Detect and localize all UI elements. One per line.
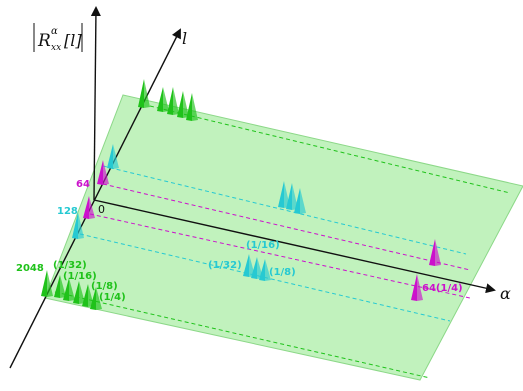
y-label-base: R bbox=[37, 31, 51, 51]
vertical-axis-label: R α xx [l] bbox=[33, 23, 83, 53]
green-spike-top-5 bbox=[186, 93, 198, 121]
y-label-argument: [l] bbox=[64, 31, 82, 50]
alpha-axis bbox=[93, 199, 496, 294]
alpha-axis-label: α bbox=[500, 284, 511, 303]
green-spike-bottom-2 bbox=[54, 275, 66, 298]
green-dashed-line-top bbox=[149, 105, 511, 194]
green-spike-bottom-6 bbox=[90, 287, 102, 310]
green-label-1-4: (1/4) bbox=[99, 292, 126, 303]
y-label-subscript: xx bbox=[51, 43, 61, 53]
magenta-label-64: 64 bbox=[76, 179, 90, 190]
cyan-label-128: 128 bbox=[57, 206, 78, 217]
cyan-label-1-32: (1/32) bbox=[208, 260, 242, 271]
cyan-spike-upper-1 bbox=[107, 144, 119, 169]
axes bbox=[9, 6, 496, 369]
magenta-spike-upper-1 bbox=[97, 160, 109, 185]
spectral-spikes bbox=[41, 79, 441, 310]
magenta-label-64-1-4: 64(1/4) bbox=[422, 283, 463, 294]
green-spike-top-1 bbox=[138, 79, 150, 108]
cyan-spike-mid-3 bbox=[294, 188, 306, 214]
magenta-spike-lower-1 bbox=[83, 196, 95, 219]
green-spike-top-2 bbox=[157, 87, 169, 112]
green-spike-bottom-3 bbox=[63, 278, 75, 301]
green-label-1-16: (1/16) bbox=[63, 271, 97, 282]
green-spike-top-4 bbox=[177, 91, 189, 118]
cyan-spike-lower-1 bbox=[72, 212, 84, 239]
cyan-label-1-8: (1/8) bbox=[269, 267, 296, 278]
green-label-1-8: (1/8) bbox=[91, 281, 118, 292]
y-label-superscript: α bbox=[51, 26, 58, 37]
alpha-lag-plane bbox=[44, 94, 523, 381]
cyan-dashed-line-upper bbox=[102, 165, 467, 255]
lag-axis-label: l bbox=[182, 29, 187, 48]
magenta-spike-right-upper bbox=[429, 239, 441, 266]
green-spike-bottom-1 bbox=[41, 270, 53, 297]
green-label-2048: 2048 bbox=[16, 263, 44, 274]
green-label-1-32: (1/32) bbox=[53, 260, 87, 271]
cyan-spike-low-3 bbox=[259, 259, 271, 281]
green-spike-bottom-4 bbox=[73, 281, 85, 304]
cyan-label-1-16: (1/16) bbox=[246, 240, 280, 251]
magenta-dashed-line-lower bbox=[89, 213, 471, 299]
lag-axis bbox=[9, 28, 181, 369]
vertical-axis bbox=[90, 6, 101, 201]
origin-label: 0 bbox=[98, 203, 105, 216]
magenta-spike-right-lower bbox=[411, 274, 423, 301]
green-dashed-line-bottom bbox=[54, 291, 431, 379]
green-spike-top-3 bbox=[167, 87, 179, 115]
